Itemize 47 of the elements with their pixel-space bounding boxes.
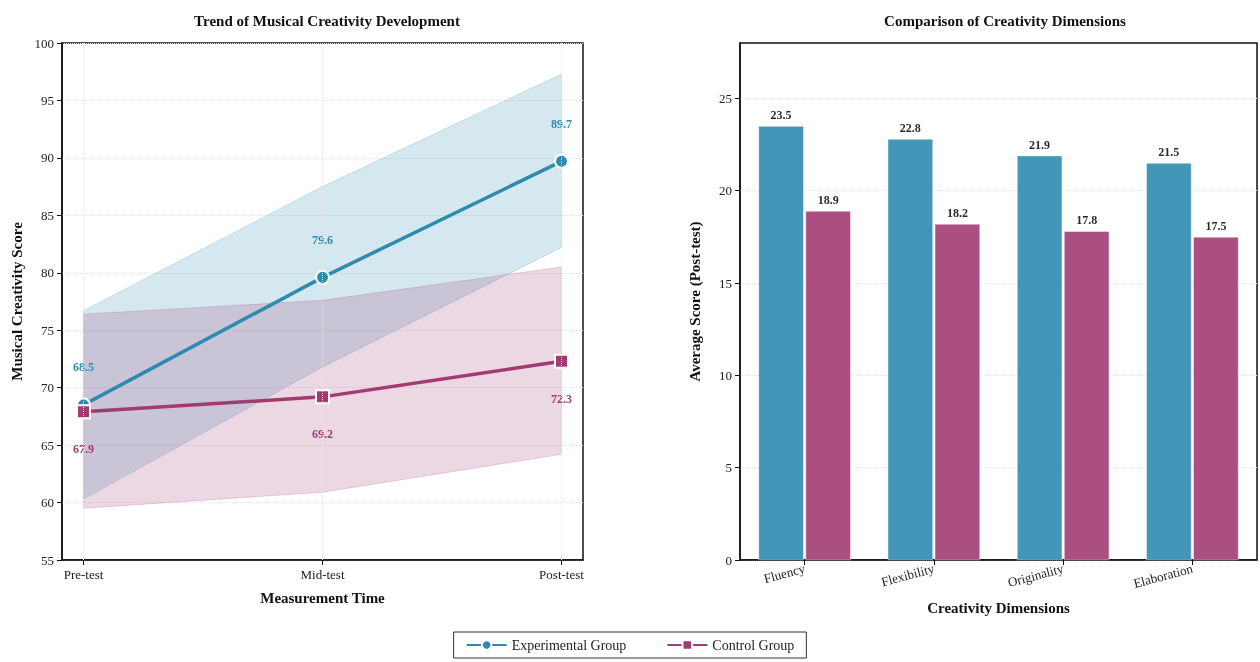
chart-title: Trend of Musical Creativity Development xyxy=(194,12,460,29)
data-label: 21.9 xyxy=(1029,137,1051,152)
point xyxy=(315,269,330,285)
y-tick-label: 100 xyxy=(34,35,54,51)
x-tick-label: Elaboration xyxy=(1131,560,1195,591)
y-tick-label: 0 xyxy=(725,552,732,568)
data-label: 23.5 xyxy=(770,108,792,123)
x-tick-label: Originality xyxy=(1006,560,1066,591)
data-label: 67.9 xyxy=(73,442,95,457)
data-label: 72.3 xyxy=(550,391,572,406)
point xyxy=(76,404,92,420)
x-tick-label: Post-test xyxy=(539,567,585,582)
data-label: 21.5 xyxy=(1158,145,1180,160)
y-tick-label: 60 xyxy=(41,495,54,511)
x-axis-title: Creativity Dimensions xyxy=(927,599,1070,616)
y-tick-label: 10 xyxy=(719,367,732,383)
chart-title: Comparison of Creativity Dimensions xyxy=(884,12,1127,29)
data-label: 17.5 xyxy=(1205,218,1227,233)
y-tick-label: 20 xyxy=(719,183,732,199)
x-tick-label: Flexibility xyxy=(879,560,937,590)
y-tick-label: 15 xyxy=(719,275,732,291)
y-tick-label: 55 xyxy=(41,552,54,568)
data-label: 18.2 xyxy=(946,205,968,220)
y-tick-label: 90 xyxy=(41,150,54,166)
data-label: 17.8 xyxy=(1076,213,1098,228)
y-tick-label: 5 xyxy=(725,460,732,476)
y-tick-label: 85 xyxy=(41,207,54,223)
x-axis-title: Measurement Time xyxy=(260,589,386,606)
y-axis-title: Average Score (Post-test) xyxy=(686,221,704,382)
y-tick-label: 70 xyxy=(41,380,54,396)
y-tick-label: 25 xyxy=(719,90,732,106)
x-tick-label: Pre-test xyxy=(63,567,104,582)
y-tick-label: 80 xyxy=(41,265,54,281)
data-label: 18.9 xyxy=(817,193,839,208)
x-tick-label: Fluency xyxy=(762,560,808,587)
y-axis-title: Musical Creativity Score xyxy=(8,221,25,381)
legend-label: Control Group xyxy=(712,637,795,653)
point xyxy=(315,389,330,405)
x-tick-label: Mid-test xyxy=(300,567,345,582)
y-tick-label: 75 xyxy=(41,322,54,338)
data-label: 22.8 xyxy=(899,121,921,136)
legend-label: Experimental Group xyxy=(511,637,627,653)
point xyxy=(553,353,569,369)
y-tick-label: 95 xyxy=(41,92,54,108)
data-label: 69.2 xyxy=(312,427,333,442)
y-tick-label: 65 xyxy=(41,437,54,453)
point xyxy=(554,153,569,169)
